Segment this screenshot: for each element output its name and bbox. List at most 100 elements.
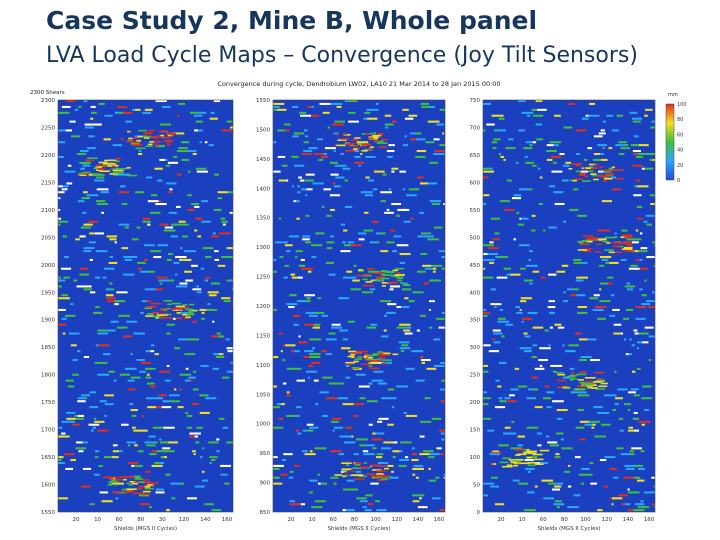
- heatmap-speckle: [95, 176, 105, 179]
- heatmap-speckle: [641, 397, 653, 400]
- heatmap-speckle: [298, 176, 302, 179]
- heatmap-speckle: [368, 423, 373, 426]
- heatmap-speckle: [524, 335, 531, 338]
- heatmap-speckle: [324, 147, 336, 150]
- heatmap-speckle: [358, 385, 370, 388]
- heatmap-speckle: [112, 450, 119, 453]
- heatmap-speckle: [134, 444, 138, 447]
- heatmap-speckle: [516, 211, 520, 214]
- heatmap-speckle: [94, 456, 99, 459]
- heatmap-speckle: [510, 388, 519, 391]
- heatmap-speckle: [113, 379, 117, 382]
- heatmap-speckle: [83, 247, 95, 250]
- y-tick-label: 1800: [41, 373, 55, 379]
- heatmap-speckle: [634, 185, 637, 188]
- heatmap-speckle: [417, 270, 424, 273]
- heatmap-speckle: [549, 141, 562, 144]
- heatmap-speckle: [321, 205, 325, 208]
- heatmap-speckle: [116, 326, 128, 329]
- heatmap-speckle: [357, 356, 362, 359]
- heatmap-speckle: [166, 370, 171, 373]
- heatmap-speckle: [155, 491, 165, 494]
- heatmap-speckle: [135, 108, 141, 111]
- heatmap-speckle: [609, 467, 617, 470]
- heatmap-speckle: [581, 117, 589, 120]
- heatmap-speckle: [282, 359, 286, 362]
- heatmap-speckle: [358, 164, 361, 167]
- heatmap-speckle: [483, 276, 494, 279]
- heatmap-speckle: [275, 241, 283, 244]
- heatmap-speckle: [637, 217, 643, 220]
- heatmap-speckle: [374, 170, 385, 173]
- y-tick-label: 300: [470, 345, 481, 351]
- heatmap-speckle: [510, 447, 522, 450]
- heatmap-speckle: [578, 359, 587, 362]
- heatmap-speckle: [340, 250, 351, 253]
- heatmap-speckle: [612, 497, 623, 500]
- heatmap-speckle: [89, 291, 96, 294]
- heatmap-speckle: [126, 441, 137, 444]
- heatmap-speckle: [67, 164, 72, 167]
- heatmap-speckle: [439, 144, 445, 147]
- heatmap-speckle: [218, 353, 224, 356]
- heatmap-speckle: [273, 426, 284, 429]
- heatmap-speckle: [401, 344, 409, 347]
- heatmap-speckle: [141, 414, 144, 417]
- heatmap-speckle: [579, 338, 588, 341]
- x-tick-label: 10: [94, 517, 101, 523]
- heatmap-speckle: [330, 476, 339, 479]
- heatmap-speckle: [218, 232, 231, 235]
- heatmap-speckle: [273, 356, 279, 359]
- heatmap-speckle: [109, 282, 113, 285]
- heatmap-speckle: [641, 423, 645, 426]
- heatmap-speckle: [615, 144, 626, 147]
- heatmap-speckle: [620, 453, 630, 456]
- heatmap-speckle: [648, 335, 655, 338]
- y-tick-label: 150: [470, 428, 481, 434]
- heatmap-speckle: [79, 150, 89, 153]
- heatmap-speckle: [171, 497, 176, 500]
- heatmap-speckle: [640, 450, 645, 453]
- heatmap-speckle: [494, 232, 500, 235]
- heatmap-speckle: [487, 429, 495, 432]
- heatmap-speckle: [205, 397, 217, 400]
- heatmap-speckle: [199, 394, 209, 397]
- heatmap-speckle: [443, 473, 445, 476]
- heatmap-speckle: [376, 456, 383, 459]
- heatmap-speckle: [115, 497, 119, 500]
- y-tick-label: 1150: [256, 333, 270, 339]
- heatmap-speckle: [375, 500, 381, 503]
- heatmap-speckle: [197, 235, 202, 238]
- heatmap-speckle: [369, 288, 376, 291]
- heatmap-speckle: [399, 323, 411, 326]
- heatmap-speckle: [553, 191, 564, 194]
- heatmap-speckle: [184, 250, 196, 253]
- heatmap-speckle: [289, 367, 295, 370]
- heatmap-speckle: [404, 332, 413, 335]
- heatmap-speckle: [593, 406, 603, 409]
- heatmap-speckle: [599, 256, 612, 259]
- heatmap-speckle: [303, 356, 310, 359]
- heatmap-speckle: [399, 253, 411, 256]
- heatmap-speckle: [579, 420, 589, 423]
- heatmap-speckle: [104, 414, 108, 417]
- heatmap-speckle: [146, 300, 151, 303]
- heatmap-speckle: [611, 129, 619, 132]
- heatmap-speckle: [365, 176, 370, 179]
- heatmap-speckle: [140, 311, 144, 314]
- heatmap-speckle: [342, 241, 346, 244]
- heatmap-speckle: [637, 479, 645, 482]
- heatmap-speckle: [125, 120, 133, 123]
- heatmap-speckle: [514, 367, 520, 370]
- heatmap-speckle: [352, 276, 357, 279]
- heatmap-speckle: [314, 500, 326, 503]
- heatmap-speckle: [399, 450, 403, 453]
- heatmap-speckle: [545, 435, 550, 438]
- heatmap-speckle: [155, 203, 167, 206]
- heatmap-speckle: [364, 211, 369, 214]
- load-cycle-figure: Convergence during cycle, Dendrobium LW0…: [28, 78, 690, 538]
- heatmap-speckle: [187, 170, 191, 173]
- heatmap-speckle: [130, 409, 138, 412]
- heatmap-speckle: [389, 288, 394, 291]
- x-tick-label: 100: [580, 517, 591, 523]
